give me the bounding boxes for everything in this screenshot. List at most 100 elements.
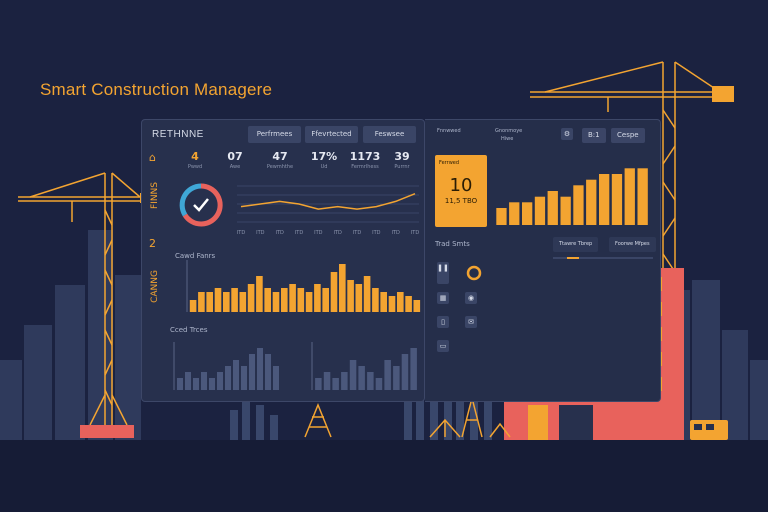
bar [209, 378, 215, 390]
bar [347, 280, 354, 312]
stat-label: Purrnr [394, 164, 410, 170]
bar [560, 196, 571, 225]
pause-icon[interactable]: ❚❚ [437, 262, 449, 284]
bar [363, 276, 371, 312]
bar [305, 292, 313, 312]
bar [522, 202, 533, 225]
stat-value: 47 [272, 150, 288, 163]
bar [573, 185, 584, 225]
bar [214, 288, 222, 312]
bar [397, 292, 404, 312]
bar [297, 288, 305, 312]
bar [330, 272, 338, 312]
bar [372, 288, 379, 312]
ring-icon[interactable] [465, 264, 483, 282]
line-chart: ITD ITD ITD ITD ITD ITD ITD ITD ITD ITD [237, 185, 419, 236]
bar [249, 354, 255, 390]
header-label-a: Fnnwwed [437, 128, 461, 134]
bar [534, 196, 546, 225]
bar [384, 360, 391, 390]
bar [257, 348, 263, 390]
kpi-sub: 11,5 TBO [444, 197, 478, 205]
panel-title: RETHNNE [152, 129, 204, 140]
kpi-caption: Ferrwed [439, 160, 460, 166]
stat-item: 1173 Fermrlhess [345, 150, 385, 170]
bar [405, 296, 412, 312]
bar [233, 360, 239, 390]
header-label-b: Gnonmoye [495, 128, 523, 134]
lower-bar-chart-left [173, 342, 279, 390]
bar [239, 292, 247, 312]
bar [256, 276, 263, 312]
bar [375, 378, 383, 390]
bar [380, 292, 387, 312]
stat-value: 4 [191, 150, 199, 163]
bar [281, 288, 288, 312]
bar-chart-title: Cawd Fanrs [175, 252, 216, 260]
x-tick-label: ITD [333, 230, 342, 236]
x-tick-label: ITD [237, 230, 245, 236]
bar [272, 292, 280, 312]
grid-icon[interactable]: ▦ [437, 292, 449, 304]
box-icon[interactable]: ▭ [437, 340, 449, 352]
tab-forecasted[interactable]: Ffevrtected [305, 126, 358, 143]
sidebar-label-1[interactable]: FINNS [150, 182, 160, 210]
bar [332, 378, 339, 390]
bar [367, 372, 374, 390]
bar [189, 300, 197, 312]
bar [339, 264, 346, 312]
bar [225, 366, 231, 390]
sidebar-label-3[interactable]: CANNG [150, 270, 160, 303]
device-icon[interactable]: ▯ [437, 316, 449, 328]
tab-resources[interactable]: Feswsee [363, 126, 416, 143]
bar [231, 288, 238, 312]
app-title: Smart Construction Managere [40, 80, 273, 99]
status-pill-1[interactable]: Ttawre Tbrep [553, 237, 599, 252]
user-icon[interactable]: ◉ [465, 292, 477, 304]
x-tick-label: ITD [353, 230, 362, 236]
bar [247, 284, 255, 312]
stat-value: 07 [227, 150, 243, 163]
stat-item: 4 Pwwd [175, 150, 215, 170]
stat-label: Fermrlhess [351, 164, 379, 170]
chat-icon[interactable]: ✉ [465, 316, 477, 328]
stat-label: Pewmhthe [266, 164, 294, 170]
x-tick-label: ITD [411, 230, 419, 236]
line-series [240, 193, 416, 210]
x-tick-label: ITD [275, 230, 284, 236]
kpi-value: 10 [449, 175, 473, 196]
bar [265, 354, 271, 390]
right-bar-chart [496, 168, 648, 225]
ground [0, 440, 768, 512]
stat-item: 07 Awe [215, 150, 255, 170]
bar [410, 348, 417, 390]
bar [185, 372, 191, 390]
stat-value: 1173 [349, 150, 381, 163]
bar [201, 372, 207, 390]
progress-gauge [179, 183, 223, 227]
x-tick-label: ITD [314, 230, 323, 236]
bar [217, 372, 223, 390]
lower-bars-skyline [230, 368, 492, 440]
bar [388, 296, 396, 312]
bar [611, 174, 623, 225]
bar [358, 366, 365, 390]
bar [637, 168, 648, 225]
bar [273, 366, 279, 390]
filter-button-2[interactable]: Cespe [611, 128, 645, 143]
bar [413, 300, 421, 312]
bar [177, 378, 183, 390]
bar [264, 288, 271, 312]
kpi-card[interactable]: Ferrwed 10 11,5 TBO [435, 155, 487, 227]
progress-track [553, 257, 653, 259]
sidebar-label-2[interactable]: 2 [149, 237, 156, 250]
stat-label: Ud [320, 164, 328, 170]
tab-performance[interactable]: Perfrmees [248, 126, 301, 143]
check-icon [193, 198, 209, 212]
right-dashboard-panel: Fnnwwed Gnonmoye Hiwe ⚙ B:1 Cespe Ferrwe… [425, 119, 661, 402]
bar [599, 174, 610, 225]
filter-button-1[interactable]: B:1 [582, 128, 606, 143]
settings-icon[interactable]: ⚙ [561, 128, 573, 140]
home-icon[interactable]: ⌂ [149, 151, 156, 164]
status-pill-2[interactable]: Foorwe Mfpes [609, 237, 656, 252]
